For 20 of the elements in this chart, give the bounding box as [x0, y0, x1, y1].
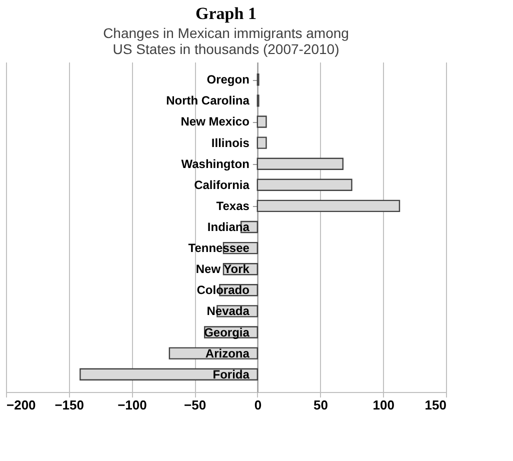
x-tick-label: 150	[424, 398, 446, 412]
x-tick-label: −150	[54, 398, 84, 412]
y-tick-label: North Carolina	[166, 94, 250, 108]
y-tick-label: Washington	[181, 156, 250, 171]
y-tick-label: New York	[196, 262, 250, 276]
x-tick-label: 100	[372, 398, 394, 412]
y-tick-label: Oregon	[206, 72, 250, 87]
x-tick-label: −50	[184, 398, 206, 412]
x-tick-label: 50	[314, 398, 328, 412]
x-tick-label: −100	[118, 398, 147, 412]
x-tick-label: −200	[6, 398, 36, 412]
y-tick-label: Forida	[212, 367, 250, 382]
y-tick-label: Texas	[216, 198, 250, 213]
y-tick-label: California	[194, 178, 250, 192]
chart-title: Graph 1	[196, 4, 256, 23]
chart-subtitle: Changes in Mexican immigrants among US States in thousands (2007-2010)	[103, 25, 349, 57]
x-tick-label: 0	[254, 398, 262, 412]
y-tick-label: New Mexico	[180, 114, 250, 129]
y-tick-label: Illinois	[211, 136, 250, 150]
y-tick-label: Arizona	[205, 346, 250, 360]
